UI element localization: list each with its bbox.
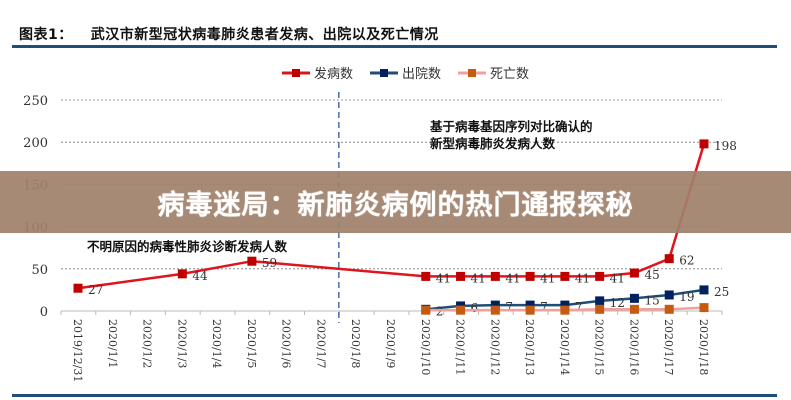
annotation-unknown-pneumonia: 不明原因的病毒性肺炎诊断发病人数	[87, 239, 288, 254]
y-tick-label: 200	[23, 136, 48, 151]
overlay-banner: 病毒迷局：新肺炎病例的热门通报探秘	[0, 171, 791, 233]
data-point	[560, 305, 570, 315]
figure-number: 图表1：	[19, 27, 73, 43]
x-tick-label: 2020/1/5	[245, 319, 258, 368]
data-label: 62	[679, 254, 694, 268]
data-point	[456, 271, 466, 281]
x-tick-label: 2020/1/9	[384, 319, 397, 368]
figure-title: 图表1： 武汉市新型冠状病毒肺炎患者发病、出院以及死亡情况	[19, 24, 439, 44]
banner-text: 病毒迷局：新肺炎病例的热门通报探秘	[157, 189, 634, 221]
x-tick-label: 2019/12/31	[71, 319, 84, 382]
data-point	[664, 254, 674, 264]
data-point	[699, 285, 709, 295]
data-label: 12	[610, 296, 625, 310]
y-tick-label: 0	[40, 305, 48, 320]
data-point	[629, 304, 639, 314]
data-point	[456, 305, 466, 315]
x-tick-label: 2020/1/3	[175, 319, 188, 368]
x-tick-label: 2020/1/15	[593, 319, 606, 375]
x-tick-label: 2020/1/7	[314, 319, 327, 368]
series-line-0	[77, 143, 706, 290]
y-tick-label: 250	[23, 94, 48, 109]
x-tick-label: 2020/1/4	[210, 319, 223, 368]
legend-label: 发病数	[314, 66, 353, 82]
data-label: 41	[471, 271, 486, 285]
x-tick-label: 2020/1/10	[419, 319, 432, 375]
legend-label: 死亡数	[490, 67, 529, 82]
legend-marker-icon	[468, 69, 476, 77]
data-point	[595, 304, 605, 314]
top-rule	[12, 45, 777, 48]
data-point	[177, 269, 187, 279]
figure-title-text: 武汉市新型冠状病毒肺炎患者发病、出院以及死亡情况	[90, 27, 439, 43]
data-label: 25	[714, 285, 729, 299]
data-label: 41	[575, 271, 590, 285]
data-label: 41	[610, 271, 625, 285]
x-tick-label: 2020/1/16	[627, 319, 640, 375]
legend-marker-icon	[380, 69, 388, 77]
x-tick-label: 2020/1/1	[106, 319, 119, 368]
x-tick-label: 2020/1/17	[662, 319, 675, 375]
data-point	[595, 271, 605, 281]
data-point	[247, 256, 257, 266]
x-tick-label: 2020/1/12	[488, 319, 501, 375]
data-label: 7	[505, 300, 513, 314]
data-point	[73, 283, 83, 293]
x-tick-label: 2020/1/13	[523, 319, 536, 375]
data-point	[664, 290, 674, 300]
annotation-confirmed-line1: 基于病毒基因序列对比确认的	[430, 119, 593, 134]
annotation-confirmed-line2: 新型病毒肺炎发病人数	[430, 136, 556, 151]
data-label: 19	[679, 290, 694, 304]
data-label: 198	[714, 139, 737, 153]
data-point	[525, 300, 535, 310]
data-label: 44	[192, 269, 208, 283]
x-tick-label: 2020/1/11	[454, 319, 467, 375]
data-point	[525, 305, 535, 315]
y-tick-label: 50	[31, 263, 48, 278]
data-point	[629, 268, 639, 278]
x-tick-label: 2020/1/14	[558, 319, 571, 375]
data-point	[629, 293, 639, 303]
data-point	[490, 300, 500, 310]
data-point	[560, 300, 570, 310]
data-point	[699, 139, 709, 149]
data-point	[560, 271, 570, 281]
x-tick-label: 2020/1/2	[141, 319, 154, 368]
legend-marker-icon	[292, 69, 300, 77]
data-label: 27	[88, 283, 103, 297]
data-point	[421, 271, 431, 281]
data-label: 7	[540, 300, 548, 314]
data-label: 6	[471, 301, 479, 315]
x-tick-label: 2020/1/6	[280, 319, 293, 368]
bottom-rule	[12, 394, 777, 397]
data-label: 41	[436, 271, 451, 285]
data-label: 7	[575, 300, 583, 314]
legend-label: 出院数	[402, 67, 441, 82]
data-label: 45	[644, 268, 659, 282]
data-point	[490, 271, 500, 281]
data-point	[421, 305, 431, 315]
data-point	[699, 303, 709, 313]
data-label: 41	[505, 271, 520, 285]
data-point	[664, 304, 674, 314]
data-label: 59	[262, 256, 277, 270]
data-point	[525, 271, 535, 281]
x-tick-label: 2020/1/18	[697, 319, 710, 375]
data-label: 41	[540, 271, 555, 285]
x-tick-label: 2020/1/8	[349, 319, 362, 368]
data-point	[595, 296, 605, 306]
data-point	[490, 305, 500, 315]
data-label: 15	[644, 293, 659, 307]
